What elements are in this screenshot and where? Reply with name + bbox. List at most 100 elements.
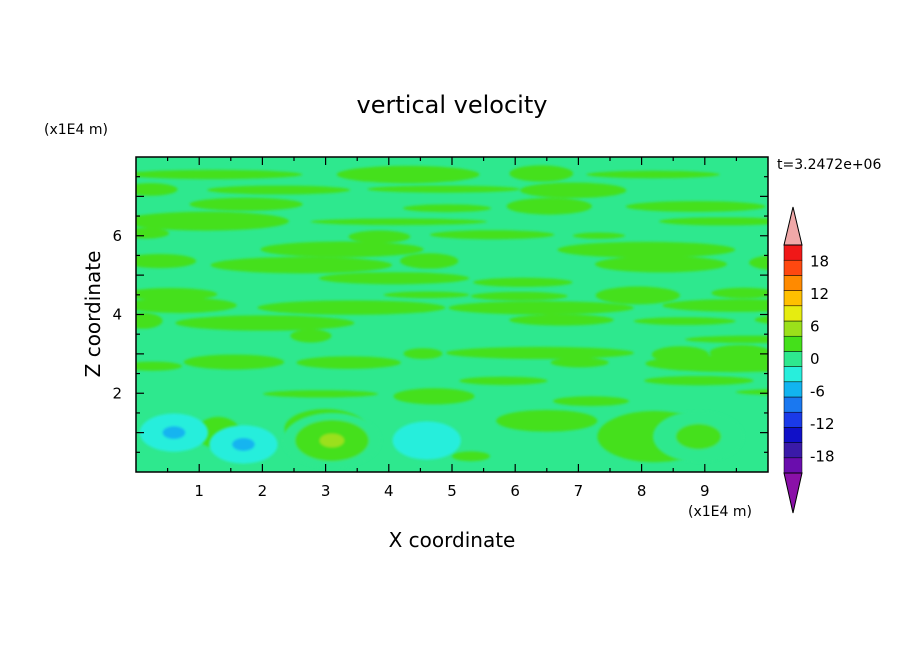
colorbar-swatch [783,396,803,413]
streak [429,230,555,240]
colorbar-swatch [783,351,803,367]
colorbar-swatch [783,457,803,474]
downdraft [162,426,186,440]
streak [506,197,592,215]
streak [685,335,768,344]
streak [175,315,355,331]
streak [572,232,625,239]
streak [711,287,768,299]
streak [754,315,768,324]
streak [509,314,614,326]
x-tick-label: 2 [258,482,268,500]
streak [136,183,178,196]
streak [445,346,635,359]
colorbar-tick-label: -12 [810,415,835,433]
streak [290,329,332,343]
x-tick-label: 7 [574,482,584,500]
colorbar-tick-label: 0 [810,350,820,368]
streak [509,165,574,182]
colorbar-swatch [783,275,803,291]
positive-streaks [136,165,904,463]
streak [136,297,237,313]
streak [189,197,303,211]
streak [318,272,470,285]
y-tick-label: 4 [112,306,122,324]
streak [459,376,548,385]
colorbar-swatch [783,335,803,352]
x-axis-ticks: 1 2 3 4 5 6 7 8 9 [167,157,738,500]
colorbar-extend-high [783,206,803,246]
streak [586,170,720,179]
streak [348,230,411,243]
positive-region [496,409,598,432]
y-axis-label: Z coordinate [81,251,105,378]
streak [136,227,170,239]
chart-title: vertical velocity [357,91,548,119]
streak [336,165,480,184]
x-axis-unit: (x1E4 m) [688,504,752,520]
streak [263,390,378,398]
streak [136,253,197,269]
streak [383,291,470,299]
y-tick-label: 6 [112,227,122,245]
streak [136,211,289,231]
streak [367,185,521,193]
streak [136,361,182,371]
streak [136,312,163,329]
streak [473,277,573,287]
streak [775,202,904,212]
streak [644,375,754,386]
colorbar-tick-label: 12 [810,285,829,303]
y-axis-ticks: 2 4 6 [112,176,768,453]
velocity-features [139,411,744,469]
streak [633,317,736,326]
colorbar-swatch [783,411,803,428]
streak [520,182,627,199]
streak [749,255,768,270]
streak [310,218,488,226]
x-tick-label: 1 [194,482,204,500]
streak [136,288,218,301]
colorbar-swatch [783,442,803,459]
colorbar-tick-label: 6 [810,317,820,335]
streak [735,389,768,396]
colorbar-swatch [783,259,803,276]
streak [780,183,883,198]
positive-region [452,451,490,462]
streak [769,226,873,241]
streak [260,241,424,258]
streak [625,201,766,212]
colorbar-swatch [783,244,803,261]
x-tick-label: 9 [700,482,710,500]
streak [296,356,401,369]
streak [448,301,634,315]
streak [709,344,768,361]
streak [400,253,459,269]
streak [403,348,443,360]
x-axis-label: X coordinate [389,528,516,552]
streak [651,346,709,363]
colorbar-swatch [783,320,803,337]
streak [257,300,446,315]
x-tick-label: 4 [384,482,394,500]
colorbar-swatch [783,305,803,322]
colorbar-tick-label: -18 [810,448,835,466]
streak [662,299,768,312]
streak [403,204,491,213]
colorbar-swatch [783,290,803,307]
positive-region [553,396,629,407]
streak [550,357,609,368]
x-tick-label: 6 [510,482,520,500]
updraft [675,423,722,450]
streak [595,256,727,273]
x-tick-label: 3 [321,482,331,500]
colorbar-swatch [783,381,803,398]
colorbar-extend-low [783,472,803,514]
streak [136,169,303,180]
updraft [319,433,345,448]
streak [470,291,568,301]
x-tick-label: 5 [447,482,457,500]
colorbar-swatch [783,427,803,443]
colorbar-tick-label: 18 [810,252,829,270]
